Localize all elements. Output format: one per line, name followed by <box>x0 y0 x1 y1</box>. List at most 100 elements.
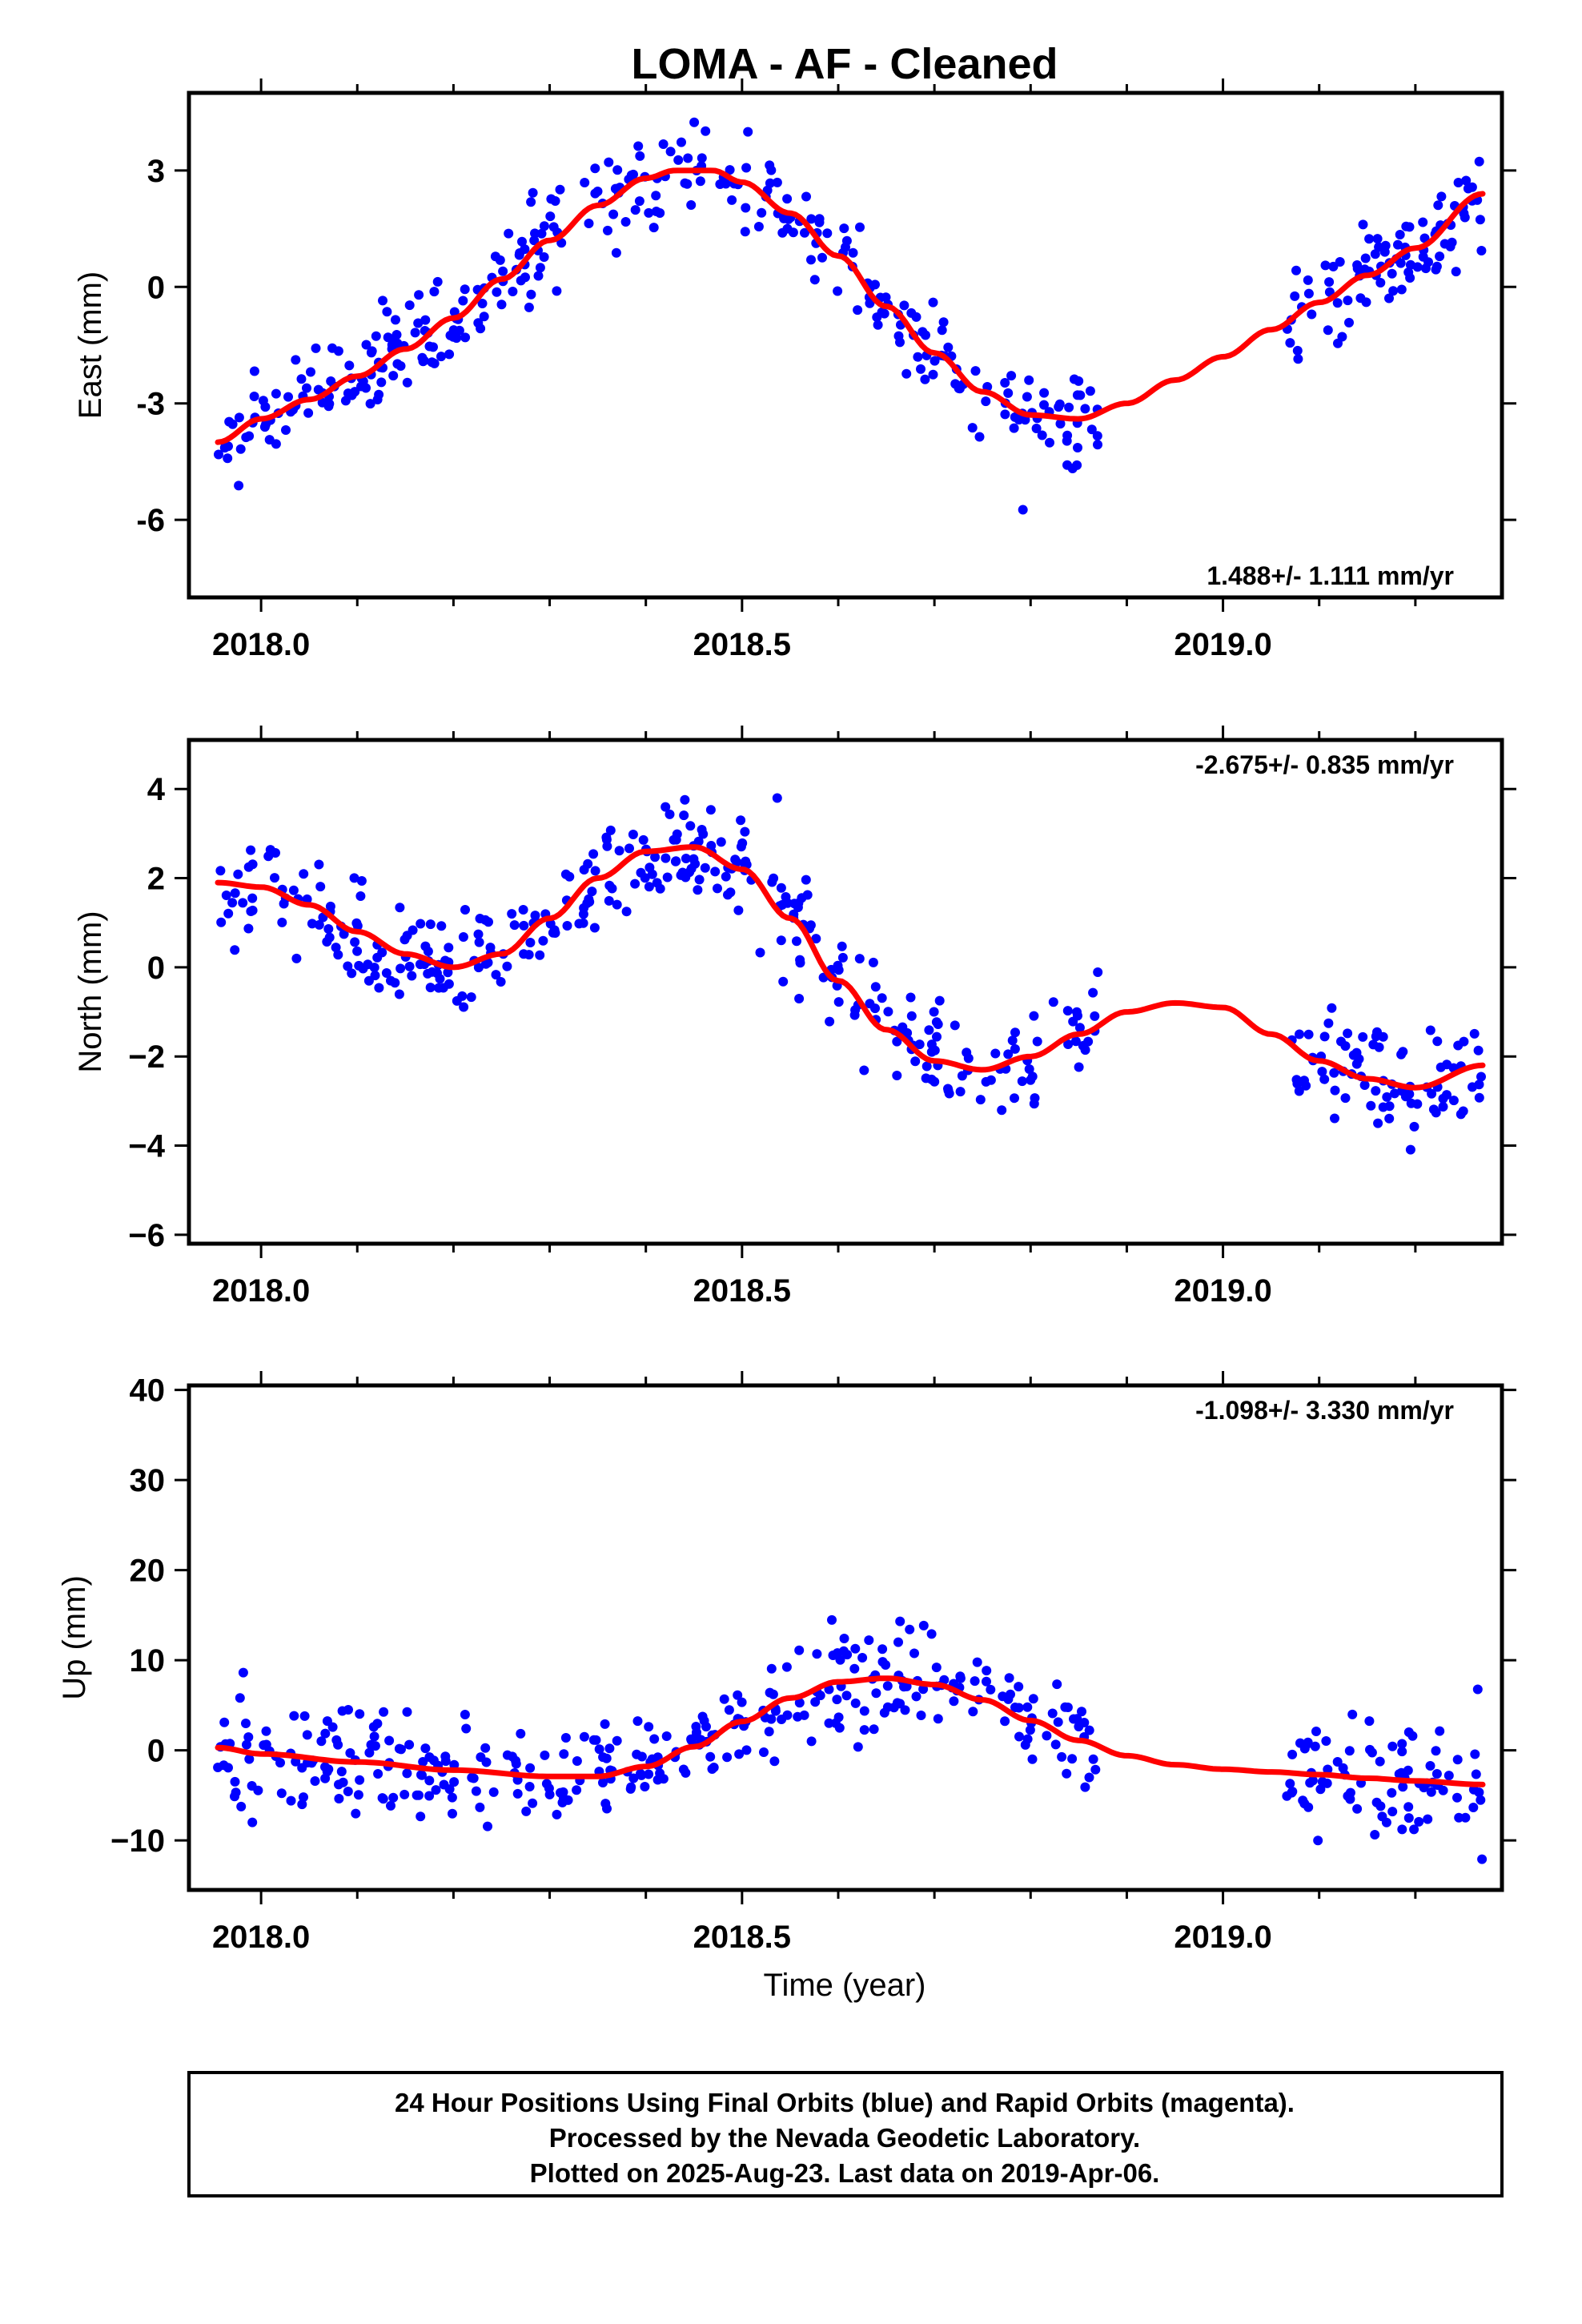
data-point <box>306 367 315 377</box>
data-point <box>1328 261 1339 271</box>
data-point <box>1027 1754 1038 1764</box>
data-point <box>982 1676 991 1687</box>
data-point <box>1003 388 1014 398</box>
up-fit-line <box>215 1675 1486 1787</box>
data-point <box>415 959 425 970</box>
data-point <box>809 275 820 285</box>
data-point <box>235 444 246 454</box>
data-point <box>291 355 301 365</box>
data-point <box>355 1709 365 1719</box>
data-point <box>307 919 317 929</box>
data-point <box>368 1722 379 1732</box>
data-point <box>680 178 690 188</box>
data-point <box>1088 1754 1098 1764</box>
data-point <box>740 826 750 837</box>
data-point <box>1431 1769 1442 1779</box>
data-point <box>590 866 600 876</box>
data-point <box>396 963 406 974</box>
data-point <box>1057 1751 1067 1762</box>
data-point <box>848 247 858 258</box>
data-point <box>647 1754 657 1764</box>
data-point <box>364 1747 375 1758</box>
data-point <box>695 176 705 187</box>
y-axis-label: North (mm) <box>73 911 108 1072</box>
data-point <box>1409 1824 1419 1835</box>
data-point <box>1332 1757 1343 1767</box>
data-point <box>624 843 634 854</box>
data-point <box>1361 297 1371 308</box>
data-point <box>1067 1754 1078 1764</box>
data-point <box>678 1764 689 1775</box>
data-point <box>743 127 753 137</box>
data-point <box>928 297 938 308</box>
data-point <box>1359 1080 1370 1090</box>
data-point <box>920 374 930 384</box>
data-point <box>1032 1036 1042 1047</box>
data-point <box>1343 1028 1353 1039</box>
data-point <box>913 352 923 362</box>
data-point <box>235 1693 245 1703</box>
data-point <box>604 1743 615 1754</box>
data-point <box>1084 1725 1094 1735</box>
data-point <box>337 1706 347 1716</box>
data-point <box>620 217 631 227</box>
data-point <box>351 918 362 928</box>
data-point <box>877 993 887 1003</box>
data-point <box>1086 424 1097 435</box>
data-point <box>635 151 645 161</box>
data-point <box>970 1676 980 1687</box>
data-point <box>759 1747 769 1757</box>
data-point <box>443 967 453 978</box>
data-point <box>1358 219 1368 230</box>
data-point <box>1003 1049 1014 1059</box>
data-point <box>834 1723 845 1733</box>
data-point <box>1014 1731 1024 1742</box>
data-point <box>224 416 235 427</box>
data-point <box>900 1705 910 1715</box>
data-point <box>1022 1702 1033 1712</box>
x-tick-label: 2019.0 <box>1174 1920 1271 1955</box>
data-point <box>1418 217 1428 227</box>
data-point <box>511 1755 521 1766</box>
data-point <box>386 975 396 986</box>
data-point <box>1344 317 1354 328</box>
data-point <box>673 155 684 165</box>
data-point <box>1080 404 1090 414</box>
data-point <box>310 1776 320 1786</box>
data-point <box>562 921 572 931</box>
data-point <box>833 960 843 971</box>
data-point <box>872 312 882 323</box>
data-point <box>680 794 690 805</box>
data-point <box>297 1799 307 1810</box>
data-point <box>221 891 231 900</box>
data-point <box>545 211 556 222</box>
data-point <box>219 1717 230 1727</box>
data-point <box>1006 1689 1015 1699</box>
data-point <box>223 1763 233 1773</box>
data-point <box>417 1770 427 1780</box>
data-point <box>1054 402 1064 412</box>
data-point <box>572 1785 582 1795</box>
data-point <box>827 1614 837 1625</box>
data-point <box>314 919 324 930</box>
y-tick-label: -6 <box>136 503 165 538</box>
data-point <box>230 888 240 899</box>
data-point <box>1384 1101 1395 1112</box>
data-point <box>649 1734 660 1744</box>
data-point <box>347 968 357 979</box>
data-point <box>533 271 544 281</box>
data-point <box>1320 260 1331 271</box>
data-point <box>1006 371 1017 381</box>
data-point <box>345 1748 355 1758</box>
data-point <box>458 296 468 306</box>
east-frame <box>187 90 1504 600</box>
data-point <box>485 943 496 953</box>
data-point <box>1425 1761 1435 1771</box>
data-point <box>230 945 240 955</box>
data-point <box>938 317 949 328</box>
data-point <box>741 1745 752 1755</box>
data-point <box>414 1790 424 1800</box>
data-point <box>665 809 675 819</box>
data-point <box>611 247 621 258</box>
footer-line-1: 24 Hour Positions Using Final Orbits (bl… <box>395 2088 1295 2117</box>
